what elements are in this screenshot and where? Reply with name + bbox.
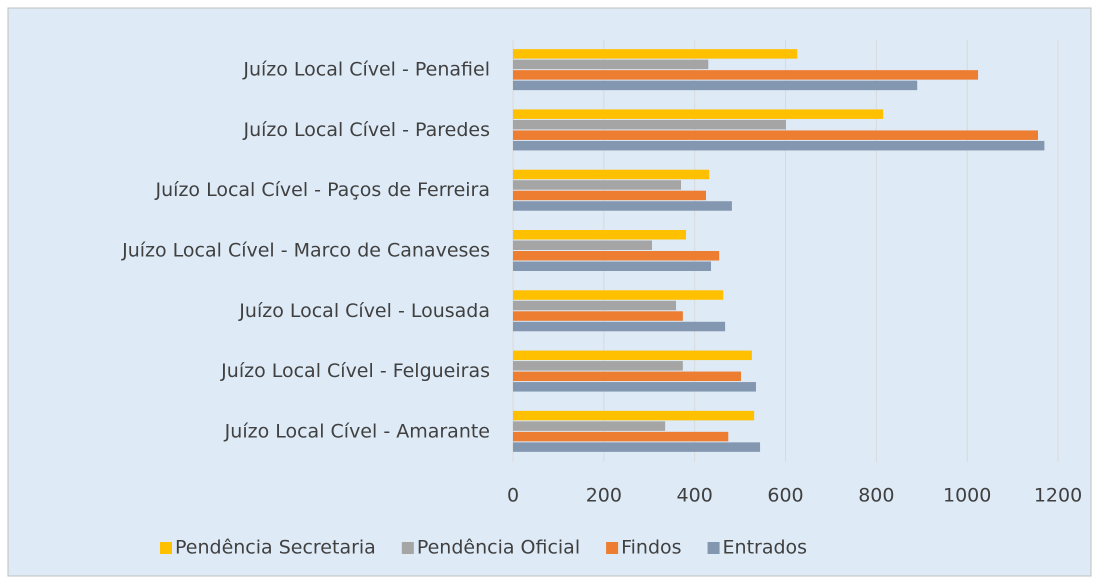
bar: [513, 410, 755, 421]
legend-swatch: [401, 542, 414, 554]
y-tick-label: Juízo Local Cível - Felgueiras: [220, 360, 490, 382]
legend-swatch: [606, 542, 619, 554]
legend-swatch: [707, 542, 720, 554]
bar: [513, 261, 712, 271]
x-tick-label: 400: [677, 485, 713, 507]
bar: [513, 49, 798, 59]
bar: [513, 361, 683, 371]
x-tick-label: 1200: [1034, 485, 1082, 507]
legend-label: Pendência Oficial: [417, 537, 580, 559]
legend-label: Entrados: [723, 537, 808, 559]
bar: [513, 431, 729, 442]
x-tick-label: 800: [858, 485, 894, 507]
x-tick-label: 600: [767, 485, 803, 507]
bar: [513, 442, 761, 452]
y-tick-label: Juízo Local Cível - Amarante: [224, 420, 490, 442]
bar: [513, 382, 756, 392]
bar: [513, 119, 786, 130]
bar: [513, 130, 1039, 140]
y-tick-label: Juízo Local Cível - Paços de Ferreira: [155, 179, 490, 201]
bar: [513, 290, 724, 300]
x-tick-label: 0: [507, 485, 519, 507]
x-tick-label: 200: [586, 485, 622, 507]
bar: [513, 169, 710, 180]
bar: [513, 70, 979, 80]
legend-label: Pendência Secretaria: [175, 537, 376, 559]
bar: [513, 230, 687, 240]
y-tick-label: Juízo Local Cível - Penafiel: [242, 59, 490, 81]
bar: [513, 350, 752, 361]
y-tick-label: Juízo Local Cível - Lousada: [238, 300, 490, 322]
x-tick-label: 1000: [943, 485, 991, 507]
bar: [513, 321, 726, 332]
bar: [513, 240, 652, 250]
bar: [513, 421, 666, 431]
bar: [513, 190, 707, 201]
bar: [513, 251, 720, 261]
bar: [513, 80, 918, 91]
y-tick-label: Juízo Local Cível - Paredes: [242, 119, 490, 141]
bar: [513, 109, 884, 119]
bar: [513, 140, 1045, 151]
bar: [513, 59, 709, 70]
y-tick-label: Juízo Local Cível - Marco de Canaveses: [121, 240, 490, 262]
bar: [513, 371, 741, 382]
bar: [513, 201, 732, 211]
bar: [513, 300, 677, 311]
bar: [513, 180, 682, 190]
legend-swatch: [160, 542, 172, 554]
legend-label: Findos: [621, 537, 681, 559]
bar: [513, 311, 683, 321]
